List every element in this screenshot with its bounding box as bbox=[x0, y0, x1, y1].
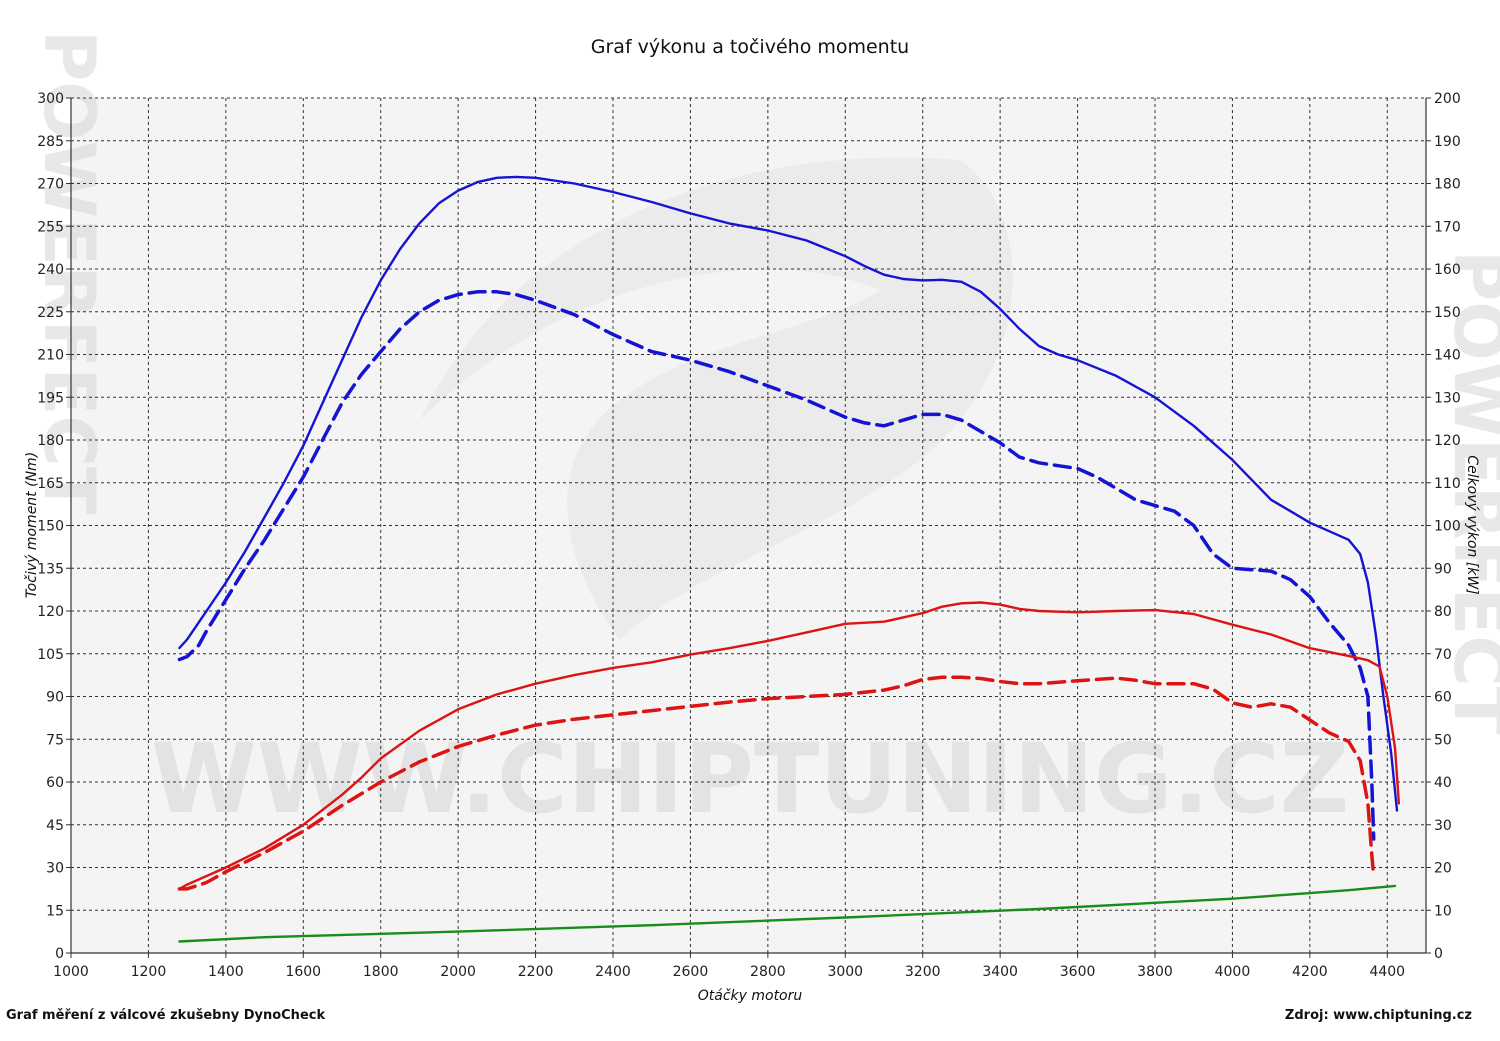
y-right-tick-label: 130 bbox=[1434, 390, 1461, 406]
y-left-tick-label: 225 bbox=[37, 305, 64, 321]
x-tick-label: 2200 bbox=[518, 964, 554, 980]
y-left-tick-label: 0 bbox=[55, 946, 64, 962]
y-right-tick-label: 60 bbox=[1434, 690, 1452, 706]
y-axis-left-label: Točivý moment (Nm) bbox=[24, 452, 40, 598]
y-right-tick-label: 0 bbox=[1434, 946, 1443, 962]
series-layer bbox=[177, 175, 1401, 943]
grid bbox=[71, 97, 1426, 953]
y-left-tick-label: 45 bbox=[46, 818, 64, 834]
y-right-tick-label: 200 bbox=[1434, 91, 1461, 107]
x-tick-label: 4400 bbox=[1369, 964, 1405, 980]
x-tick-label: 2000 bbox=[440, 964, 476, 980]
x-tick-label: 3600 bbox=[1060, 964, 1096, 980]
x-tick-label: 1000 bbox=[53, 964, 89, 980]
y-left-tick-label: 255 bbox=[37, 219, 64, 235]
x-tick-label: 2800 bbox=[750, 964, 786, 980]
y-right-tick-label: 90 bbox=[1434, 561, 1452, 577]
x-tick-label: 2600 bbox=[673, 964, 709, 980]
x-tick-label: 2400 bbox=[595, 964, 631, 980]
y-right-tick-label: 40 bbox=[1434, 775, 1452, 791]
y-right-tick-label: 180 bbox=[1434, 177, 1461, 193]
y-right-tick-label: 170 bbox=[1434, 219, 1461, 235]
y-left-tick-label: 135 bbox=[37, 561, 64, 577]
y-left-tick-label: 120 bbox=[37, 604, 64, 620]
y-left-tick-label: 60 bbox=[46, 775, 64, 791]
y-right-tick-label: 20 bbox=[1434, 861, 1452, 877]
y-left-tick-label: 240 bbox=[37, 262, 64, 278]
y-right-tick-label: 10 bbox=[1434, 903, 1452, 919]
y-left-tick-label: 15 bbox=[46, 903, 64, 919]
watermark-brand-right: POWERFECT bbox=[1438, 250, 1500, 735]
x-tick-label: 1800 bbox=[363, 964, 399, 980]
footer-right: Zdroj: www.chiptuning.cz bbox=[1285, 1008, 1472, 1023]
y-right-tick-label: 100 bbox=[1434, 519, 1461, 535]
series-line-1 bbox=[178, 175, 1399, 812]
chart-title: Graf výkonu a točivého momentu bbox=[591, 36, 909, 58]
watermark-logo-shape bbox=[420, 157, 1013, 640]
y-left-tick-label: 180 bbox=[37, 433, 64, 449]
y-left-tick-label: 195 bbox=[37, 390, 64, 406]
y-left-tick-label: 105 bbox=[37, 647, 64, 663]
footer-left: Graf měření z válcové zkušebny DynoCheck bbox=[6, 1008, 325, 1023]
y-left-tick-label: 210 bbox=[37, 348, 64, 364]
y-right-tick-label: 150 bbox=[1434, 305, 1461, 321]
x-tick-label: 1600 bbox=[285, 964, 321, 980]
x-tick-label: 1400 bbox=[208, 964, 244, 980]
y-right-tick-label: 160 bbox=[1434, 262, 1461, 278]
series-line-4 bbox=[177, 675, 1376, 891]
y-right-tick-label: 110 bbox=[1434, 476, 1461, 492]
x-tick-label: 3000 bbox=[827, 964, 863, 980]
series-line-2 bbox=[177, 290, 1376, 841]
y-left-tick-label: 30 bbox=[46, 861, 64, 877]
watermark: WWW.CHIPTUNING.CZ POWERFECT POWERFECT bbox=[28, 30, 1500, 835]
series-line-5 bbox=[178, 884, 1397, 943]
y-right-tick-label: 50 bbox=[1434, 732, 1452, 748]
y-left-tick-label: 300 bbox=[37, 91, 64, 107]
y-right-tick-label: 120 bbox=[1434, 433, 1461, 449]
y-right-tick-label: 70 bbox=[1434, 647, 1452, 663]
y-left-tick-label: 90 bbox=[46, 690, 64, 706]
axes: 1000 1200 1400 1600 1800 2000 2200 2400 2600 2800… bbox=[37, 91, 1460, 980]
y-right-tick-label: 30 bbox=[1434, 818, 1452, 834]
y-right-tick-label: 140 bbox=[1434, 348, 1461, 364]
x-tick-label: 3800 bbox=[1137, 964, 1173, 980]
y-left-tick-label: 150 bbox=[37, 519, 64, 535]
y-left-tick-label: 165 bbox=[37, 476, 64, 492]
x-tick-label: 4200 bbox=[1292, 964, 1328, 980]
y-right-tick-label: 80 bbox=[1434, 604, 1452, 620]
x-tick-label: 3400 bbox=[982, 964, 1018, 980]
series-line-3 bbox=[178, 601, 1401, 891]
x-tick-label: 1200 bbox=[131, 964, 167, 980]
x-tick-label: 4000 bbox=[1215, 964, 1251, 980]
watermark-brand-left: POWERFECT bbox=[28, 30, 110, 515]
y-left-tick-label: 270 bbox=[37, 177, 64, 193]
y-axis-right-label: Celkový výkon [kW] bbox=[1464, 455, 1480, 594]
y-left-tick-label: 75 bbox=[46, 732, 64, 748]
y-left-tick-label: 285 bbox=[37, 134, 64, 150]
x-tick-label: 3200 bbox=[905, 964, 941, 980]
watermark-url: WWW.CHIPTUNING.CZ bbox=[151, 723, 1349, 835]
x-axis-label: Otáčky motoru bbox=[698, 988, 803, 1004]
y-right-tick-label: 190 bbox=[1434, 134, 1461, 150]
